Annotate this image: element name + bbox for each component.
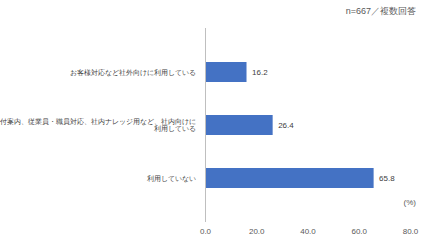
svg-text:26.4: 26.4 bbox=[278, 121, 294, 130]
html-text:n=667／複数回答: n=667／複数回答 bbox=[345, 6, 416, 16]
svg-text:16.2: 16.2 bbox=[252, 68, 268, 77]
svg-text:40.0: 40.0 bbox=[300, 227, 316, 236]
svg-text:利用していない: 利用していない bbox=[147, 175, 196, 183]
svg-text:受付案内、従業員・職員対応、社内ナレッジ用など、社内向けに利: 受付案内、従業員・職員対応、社内ナレッジ用など、社内向けに利用している bbox=[0, 117, 196, 132]
svg-text:お客様対応など社外向けに利用している: お客様対応など社外向けに利用している bbox=[70, 69, 196, 77]
svg-text:80.0: 80.0 bbox=[403, 227, 419, 236]
svg-text:0.0: 0.0 bbox=[200, 227, 212, 236]
svg-text:20.0: 20.0 bbox=[249, 227, 265, 236]
svg-text:60.0: 60.0 bbox=[351, 227, 367, 236]
svg-text:65.8: 65.8 bbox=[379, 174, 395, 183]
